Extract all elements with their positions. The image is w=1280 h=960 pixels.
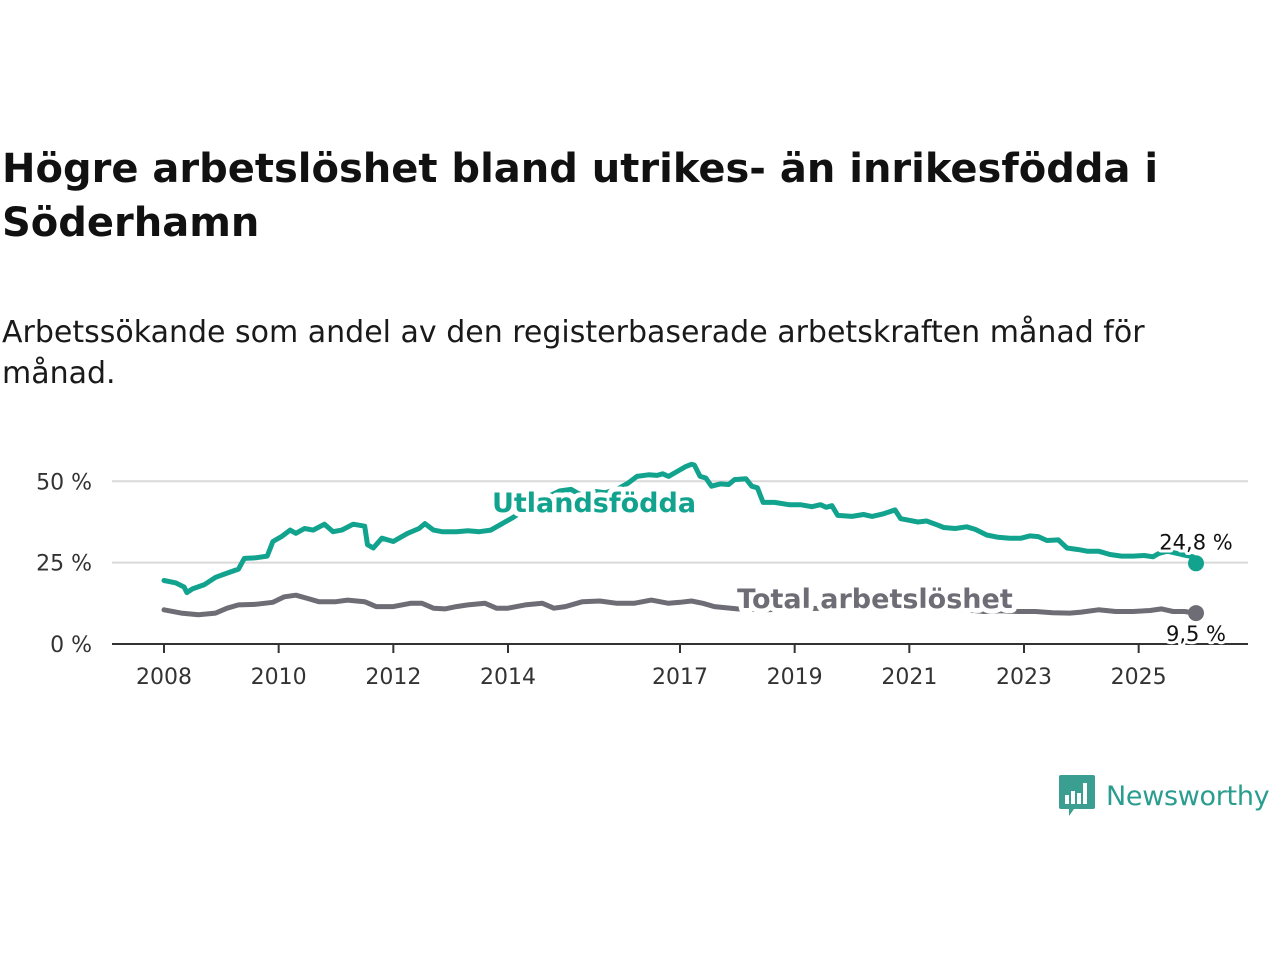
x-tick-label-2008: 2008: [136, 665, 192, 690]
brand-logo: Newsworthy: [1058, 774, 1270, 818]
x-axis: 2008 2010 2012 2014 2017 2019 2021 2023 2025: [112, 643, 1248, 690]
x-tick-label-2025: 2025: [1111, 665, 1167, 690]
end-marker-utlandsfodda: [1188, 555, 1204, 572]
end-marker-total-arbetsloshet: [1188, 605, 1204, 622]
series-label-halo-total-arbetsloshet: Total arbetslöshet: [737, 584, 1013, 615]
brand-name: Newsworthy: [1106, 780, 1270, 812]
x-tick-label-2021: 2021: [881, 665, 937, 690]
end-label-halo-total-arbetsloshet: 9,5 %: [1166, 622, 1226, 646]
x-tick-label-2010: 2010: [251, 665, 307, 690]
series-label-halo-utlandsfodda: Utlandsfödda: [492, 488, 696, 519]
series-line-total-arbetsloshet: [161, 592, 1199, 618]
series-label-utlandsfodda: Utlandsfödda: [492, 488, 696, 519]
y-tick-label-50: 50 %: [36, 470, 92, 495]
x-tick-label-2017: 2017: [652, 665, 708, 690]
chart-subtitle: Arbetssökande som andel av den registerb…: [2, 315, 1145, 391]
y-tick-label-25: 25 %: [36, 552, 92, 577]
end-label-total-arbetsloshet: 9,5 %: [1166, 622, 1226, 646]
series-label-total-arbetsloshet: Total arbetslöshet: [737, 584, 1013, 615]
x-tick-label-2023: 2023: [996, 665, 1052, 690]
end-label-halo-utlandsfodda: 24,8 %: [1159, 530, 1232, 554]
series-line-utlandsfodda: [161, 461, 1199, 596]
x-tick-label-2012: 2012: [365, 665, 421, 690]
gridlines: [112, 480, 1248, 564]
newsworthy-logo-icon: [1059, 775, 1095, 816]
chart-title: Högre arbetslöshet bland utrikes- än inr…: [2, 146, 1159, 246]
series-lines: [161, 461, 1199, 618]
line-chart: 0 % 25 % 50 % 2008 2010 2012 2014 2017 2019 2021…: [36, 461, 1248, 690]
end-label-utlandsfodda: 24,8 %: [1159, 530, 1232, 554]
x-tick-label-2014: 2014: [480, 665, 536, 690]
y-axis-tick-labels: 0 % 25 % 50 %: [36, 470, 92, 658]
y-tick-label-0: 0 %: [50, 633, 92, 658]
x-tick-label-2019: 2019: [767, 665, 823, 690]
